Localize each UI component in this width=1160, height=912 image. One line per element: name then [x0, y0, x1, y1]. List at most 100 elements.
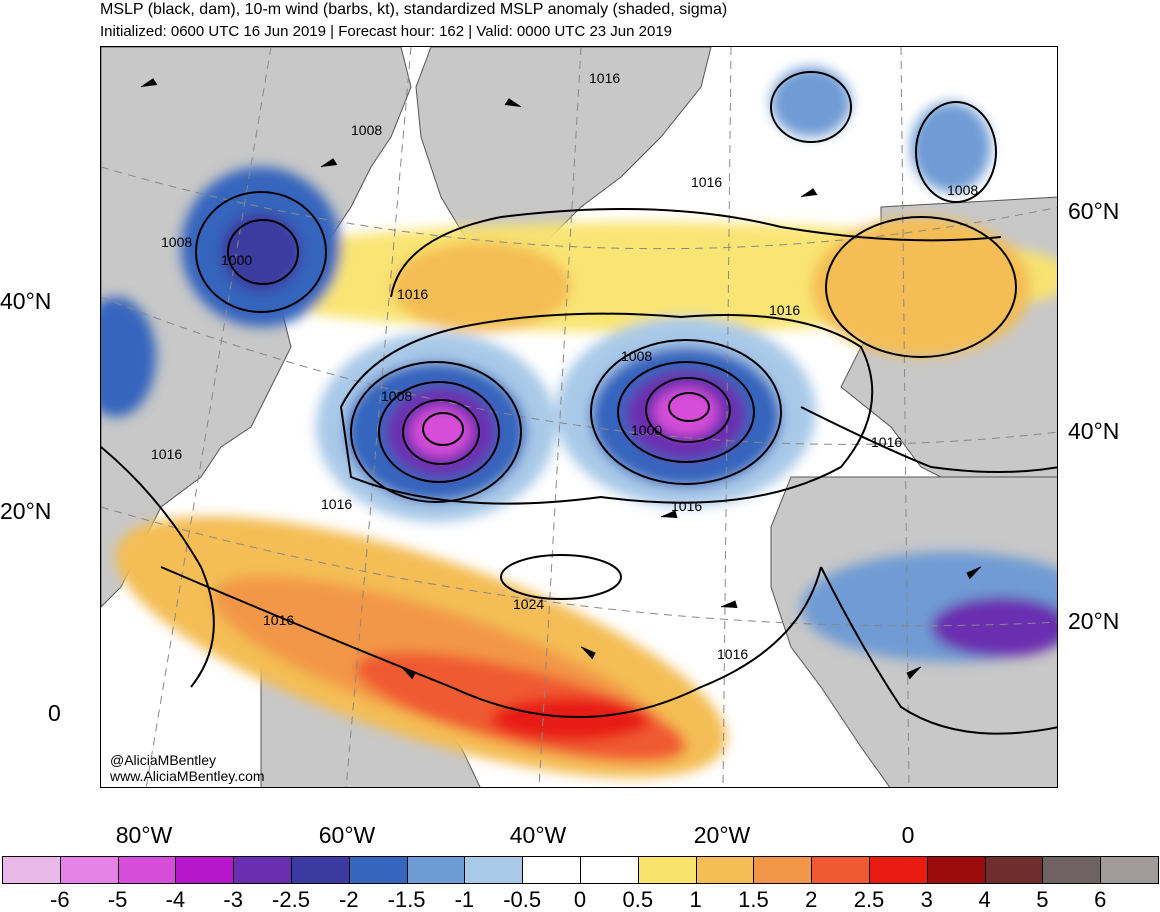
- wind-barbs: [140, 78, 982, 680]
- isobar-west-low-4: [422, 412, 464, 446]
- wind-barb: [720, 600, 738, 609]
- colorbar-cell: [811, 856, 870, 884]
- isobar-label: 1024: [513, 596, 544, 612]
- parallel-20n: [101, 506, 1057, 627]
- isobar-label: 1008: [161, 234, 192, 250]
- map-panel: 1016 1008 1016 1008 1000 1016 1016 1008 …: [100, 46, 1058, 788]
- isobar-label: 1016: [397, 286, 428, 302]
- meridian-60w: [345, 47, 412, 787]
- lat-label-right: 40°N: [1068, 418, 1120, 444]
- map-svg: 1016 1008 1016 1008 1000 1016 1016 1008 …: [101, 47, 1057, 787]
- isobar-label: 1016: [717, 646, 748, 662]
- colorbar-tick-label: 1: [689, 887, 702, 912]
- isobar-label: 1016: [769, 302, 800, 318]
- colorbar-tick-label: 5: [1036, 887, 1049, 912]
- isobar-label: 1016: [151, 446, 182, 462]
- isobar-envelope-1016: [339, 312, 874, 505]
- colorbar-cell: [59, 856, 119, 884]
- colorbar-cell: [464, 856, 524, 884]
- meridian-0: [900, 47, 910, 787]
- isobar-label: 1008: [621, 348, 652, 364]
- negative-anomaly-scandinavia: [911, 102, 991, 192]
- isobar-trop-1016: [160, 566, 822, 718]
- negative-anomaly-west-edge: [101, 297, 156, 417]
- colorbar-cell: [695, 856, 755, 884]
- isobar-label: 1000: [631, 422, 662, 438]
- isobar-layer: [101, 71, 1057, 735]
- meridian-40w: [538, 47, 582, 787]
- chart-title: MSLP (black, dam), 10-m wind (barbs, kt)…: [100, 1, 728, 18]
- colorbar-cell: [926, 856, 986, 884]
- colorbar-cell: [522, 856, 581, 884]
- colorbar-tick-label: -4: [165, 887, 186, 912]
- colorbar-cell: [175, 856, 235, 884]
- isobar-west-low-1: [350, 361, 522, 503]
- colorbar-tick-label: 2: [805, 887, 818, 912]
- lon-label: 80°W: [115, 822, 173, 848]
- isobar-label: 1016: [263, 612, 294, 628]
- colorbar-tick-label: -3: [223, 887, 243, 912]
- isobar-label: 1008: [381, 388, 412, 404]
- colorbar-cell: [348, 856, 408, 884]
- colorbar-tick-label: 6: [1094, 887, 1107, 912]
- colorbar: [2, 856, 1159, 886]
- colorbar-tick-label: -0.5: [503, 887, 542, 912]
- lat-label-right: 60°N: [1068, 198, 1120, 224]
- wind-barb: [400, 666, 416, 680]
- isobar-label: 1016: [871, 434, 902, 450]
- isobar-west-low-3: [402, 399, 480, 465]
- negative-anomaly-labrador-core: [221, 212, 301, 292]
- credit-site: www.AliciaMBentley.com: [110, 768, 265, 784]
- colorbar-tick-label: 4: [978, 887, 991, 912]
- isobar-africa-1016: [820, 566, 1057, 735]
- negative-anomaly-east-low-peak: [654, 388, 718, 436]
- isobar-label: 1008: [351, 122, 382, 138]
- wind-barb: [966, 566, 982, 580]
- chart-subtitle: Initialized: 0600 UTC 16 Jun 2019 | Fore…: [100, 23, 673, 40]
- lon-label: 60°W: [318, 822, 376, 848]
- lat-label-left: 40°N: [0, 288, 52, 314]
- isobar-west-low-2: [378, 381, 500, 483]
- colorbar-tick-label: -2: [339, 887, 359, 912]
- colorbar-tick-label: 1.5: [738, 887, 769, 912]
- isobar-nordic-high: [825, 216, 1017, 358]
- graticule: [101, 47, 1057, 787]
- isobar-labrador-low-2: [227, 219, 299, 285]
- lon-label: 0: [901, 822, 915, 848]
- isobar-north-1016: [390, 208, 1002, 298]
- colorbar-cell: [1042, 856, 1102, 884]
- colorbar-tick-label: -1: [454, 887, 475, 912]
- lon-label: 20°W: [693, 822, 751, 848]
- isobar-label: 1016: [691, 174, 722, 190]
- parallel-40n: [101, 296, 1057, 445]
- colorbar-cell: [291, 856, 350, 884]
- colorbar-tick-label: -5: [107, 887, 128, 912]
- colorbar-cell: [869, 856, 928, 884]
- colorbar-cell: [984, 856, 1044, 884]
- lat-label-right: 20°N: [1068, 608, 1120, 634]
- isobar-iceland-low: [770, 71, 852, 143]
- colorbar-cell: [637, 856, 697, 884]
- isobar-label: 1016: [321, 496, 352, 512]
- positive-anomaly-trop-peak: [491, 697, 651, 741]
- colorbar-tick-label: -2.5: [272, 887, 310, 912]
- colorbar-tick-label: -6: [50, 887, 70, 912]
- wind-barb: [140, 78, 158, 88]
- meridian-20w: [722, 47, 732, 787]
- lon-label: 40°W: [509, 822, 567, 848]
- colorbar-tick-label: 3: [920, 887, 933, 912]
- isobar-label: 1000: [221, 252, 252, 268]
- colorbar-tick-label: -1.5: [387, 887, 426, 912]
- negative-anomaly-africa-core: [931, 597, 1057, 657]
- colorbar-cell: [233, 856, 292, 884]
- isobar-east-low-2: [617, 361, 755, 463]
- isobar-label: 1016: [671, 498, 702, 514]
- wind-barb: [906, 666, 922, 680]
- colorbar-cell: [1100, 856, 1159, 884]
- colorbar-cell: [753, 856, 813, 884]
- isobar-gulf: [101, 446, 215, 688]
- wind-barb: [580, 646, 596, 660]
- colorbar-cell: [406, 856, 466, 884]
- isobar-east-low-4: [668, 392, 710, 422]
- isobar-europe-1016: [800, 406, 1057, 473]
